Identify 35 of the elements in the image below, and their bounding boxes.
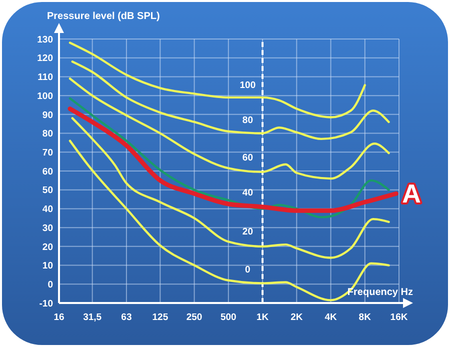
y-tick-label: 30 (42, 222, 53, 234)
y-tick-label: 70 (42, 147, 53, 158)
x-tick-label: 2K (290, 312, 303, 323)
y-tick-label: 0 (48, 279, 53, 290)
x-tick-label: 63 (121, 312, 132, 323)
x-tick-label: 16K (390, 312, 408, 323)
x-tick-label: 31,5 (83, 312, 102, 323)
series-label: A (402, 178, 422, 209)
x-tick-label: 1K (256, 312, 269, 323)
y-tick-label: -10 (39, 298, 53, 310)
y-tick-label: 80 (42, 128, 53, 140)
y-tick-label: 110 (38, 72, 53, 84)
y-tick-label: 130 (37, 34, 53, 46)
y-tick-label: 40 (42, 204, 53, 216)
y-tick-label: 50 (42, 185, 53, 196)
y-tick-label: 120 (37, 53, 53, 64)
x-axis-title: Frequency Hz (347, 287, 413, 298)
y-tick-label: 20 (42, 242, 53, 253)
y-tick-label: 10 (42, 260, 53, 272)
series-label: 40 (242, 187, 253, 198)
series-label: 0 (245, 264, 250, 276)
x-tick-label: 250 (186, 312, 202, 323)
series-label: 80 (242, 114, 253, 126)
y-tick-label: 90 (42, 110, 53, 121)
y-axis-title: Pressure level (dB SPL) (47, 11, 160, 22)
y-tick-label: 100 (37, 90, 53, 102)
y-tick-label: 60 (42, 166, 53, 178)
series-label: 60 (242, 152, 253, 164)
x-tick-label: 16 (54, 312, 64, 323)
series-label: 100 (240, 80, 256, 91)
x-tick-label: 125 (152, 312, 169, 323)
series-label: 20 (242, 226, 253, 238)
x-tick-label: 500 (220, 312, 236, 323)
x-tick-label: 8K (358, 312, 372, 323)
x-tick-label: 4K (324, 312, 337, 323)
